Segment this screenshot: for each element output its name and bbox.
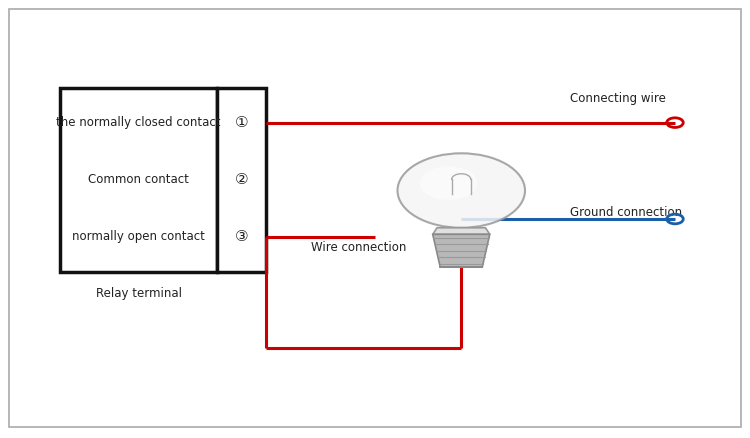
Text: ②: ② — [235, 172, 249, 187]
Text: Wire connection: Wire connection — [311, 241, 407, 254]
Text: normally open contact: normally open contact — [72, 230, 206, 243]
Bar — [217, 88, 266, 272]
Text: the normally closed contact: the normally closed contact — [56, 116, 221, 129]
Circle shape — [398, 153, 525, 228]
Text: Connecting wire: Connecting wire — [570, 92, 666, 105]
Text: Common contact: Common contact — [88, 173, 189, 186]
Bar — [60, 88, 217, 272]
Polygon shape — [433, 234, 490, 267]
Text: ①: ① — [235, 115, 249, 130]
Text: Relay terminal: Relay terminal — [96, 287, 182, 300]
Circle shape — [420, 166, 477, 200]
Text: ③: ③ — [235, 229, 249, 244]
Text: Ground connection: Ground connection — [570, 206, 682, 219]
Polygon shape — [433, 228, 490, 234]
